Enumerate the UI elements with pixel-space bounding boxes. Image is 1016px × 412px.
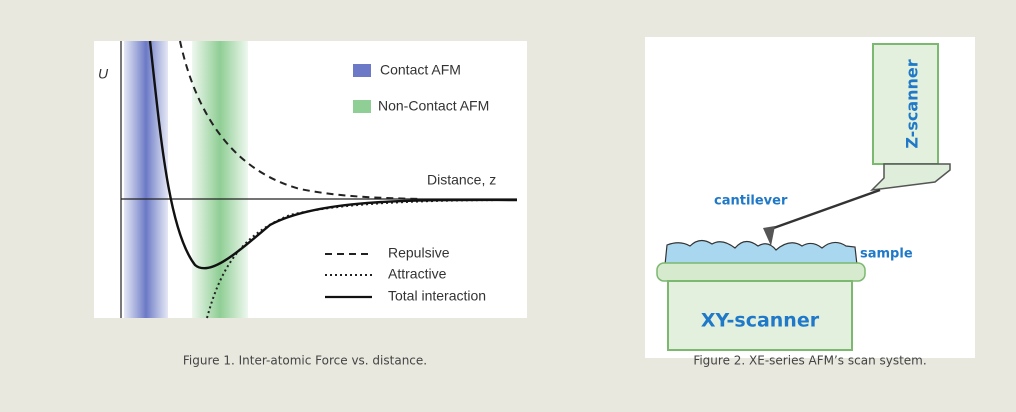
cantilever — [767, 188, 881, 232]
repulsive-curve — [179, 40, 421, 200]
x-axis-label: Distance, z — [427, 172, 496, 188]
legend-label: Total interaction — [388, 288, 486, 304]
contact-band — [124, 41, 168, 318]
cantilever-holder — [869, 163, 951, 192]
tip — [763, 226, 775, 246]
y-axis-label: U — [98, 66, 109, 82]
total-curve — [148, 40, 518, 270]
sample-label: sample — [860, 247, 913, 262]
z-scanner-box — [872, 43, 939, 165]
caption: Figure 1. Inter-atomic Force vs. distanc… — [183, 354, 427, 368]
xy-scanner-label: XY-scanner — [701, 310, 820, 332]
legend-swatch — [353, 100, 371, 113]
sample-surface — [664, 239, 858, 266]
legend-label: Attractive — [388, 266, 447, 282]
legend-swatch — [353, 64, 371, 77]
stage — [656, 262, 866, 282]
non-contact-band — [192, 41, 248, 318]
legend-label: Non-Contact AFM — [378, 98, 489, 114]
legend-label: Repulsive — [388, 245, 450, 261]
xy-scanner-box — [667, 280, 853, 351]
figure-2: Z-scanner XY-scanner cantilever sample F… — [645, 37, 975, 368]
figure-1: U Distance, z Contact AFM Non-Contact AF… — [94, 40, 527, 368]
caption: Figure 2. XE-series AFM’s scan system. — [693, 354, 926, 368]
legend-label: Contact AFM — [380, 62, 461, 78]
cantilever-label: cantilever — [714, 194, 788, 209]
z-scanner-label: Z-scanner — [903, 59, 922, 148]
